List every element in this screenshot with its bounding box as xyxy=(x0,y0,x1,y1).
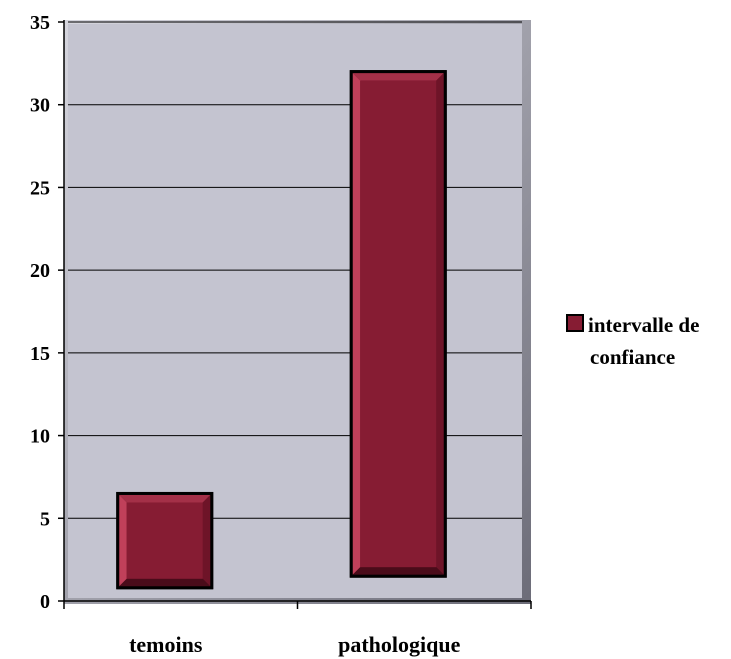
y-tick-label: 10 xyxy=(30,426,50,448)
y-tick-label: 5 xyxy=(40,508,50,530)
y-tick-label: 15 xyxy=(30,343,50,365)
legend-label-line-1: intervalle de xyxy=(588,313,699,337)
y-tick-label: 25 xyxy=(30,177,50,199)
y-tick-label: 35 xyxy=(30,12,50,34)
y-tick-label: 30 xyxy=(30,95,50,117)
bars xyxy=(116,70,447,590)
x-category-label: pathologique xyxy=(338,632,460,657)
legend-swatch xyxy=(566,314,584,332)
x-category-label: temoins xyxy=(129,632,203,657)
legend-label-line-2: confiance xyxy=(590,345,675,369)
bar xyxy=(349,70,447,578)
y-tick-label: 0 xyxy=(40,591,50,613)
legend: intervalle de confiance xyxy=(566,313,699,369)
y-ticks: 0 5 10 15 20 25 30 35 xyxy=(30,12,64,613)
bar xyxy=(116,491,214,590)
x-ticks: temoins pathologique xyxy=(63,601,532,657)
y-tick-label: 20 xyxy=(30,260,50,282)
